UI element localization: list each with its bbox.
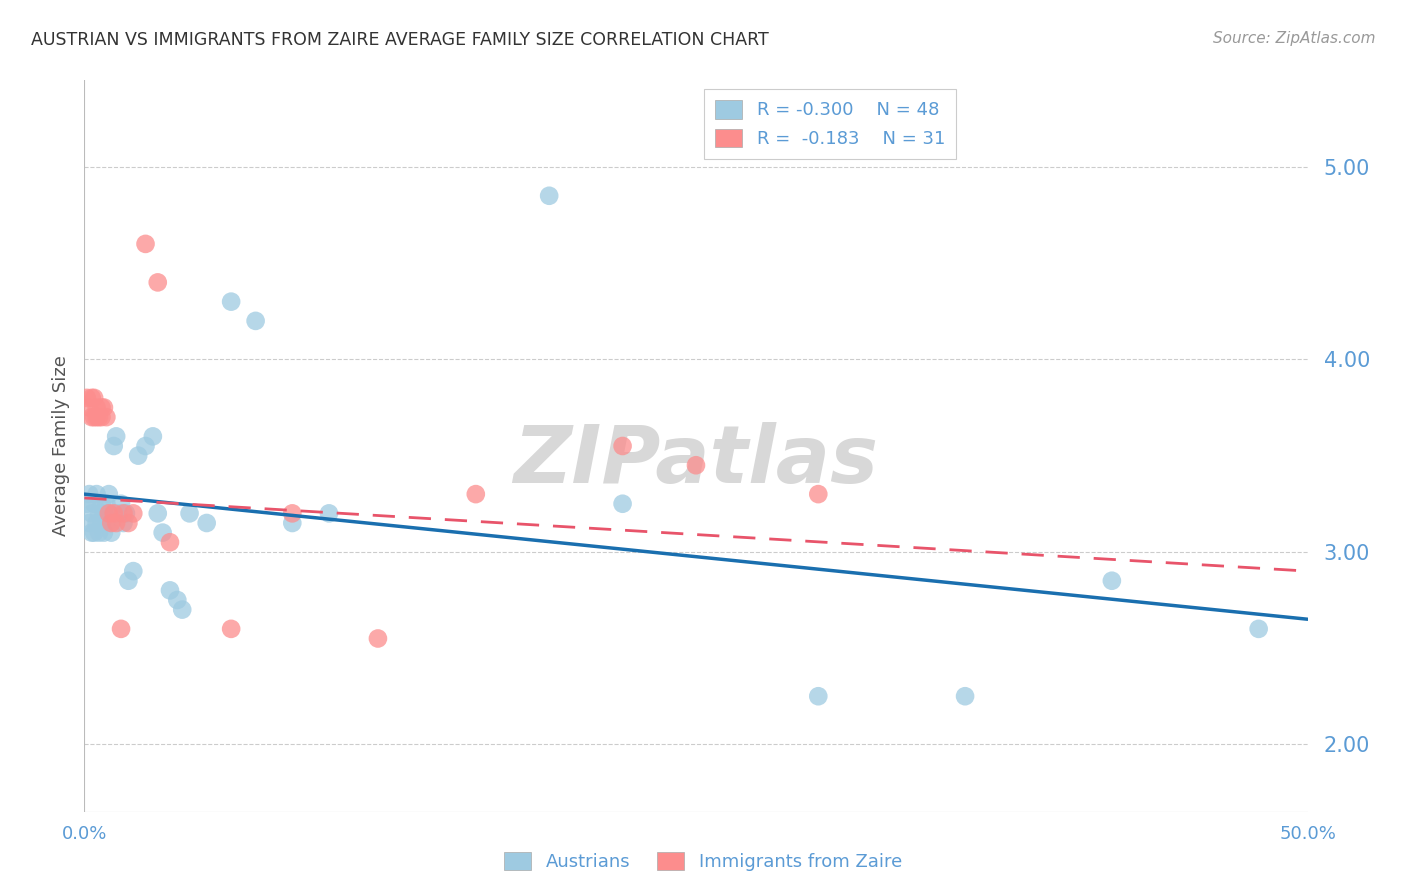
Point [179,507,201,521]
Point [159,535,181,549]
Point [80,525,103,540]
Text: ZIPatlas: ZIPatlas [513,422,879,500]
Point [318,507,340,521]
Point [281,507,304,521]
Point [117,574,139,588]
Point [122,564,145,578]
Point [807,487,830,501]
Point [110,497,132,511]
Point [135,439,157,453]
Point [87,507,110,521]
Point [77,487,100,501]
Text: Source: ZipAtlas.com: Source: ZipAtlas.com [1212,31,1375,46]
Point [105,516,128,530]
Point [80,507,103,521]
Point [146,507,169,521]
Point [93,401,115,415]
Point [80,391,103,405]
Point [76,391,98,405]
Point [245,314,267,328]
Point [103,439,125,453]
Point [612,497,634,511]
Point [112,507,135,521]
Point [172,602,194,616]
Point [83,497,105,511]
Point [100,525,122,540]
Point [83,525,105,540]
Point [807,690,830,704]
Point [87,410,110,425]
Point [93,525,115,540]
Point [77,516,100,530]
Point [112,516,135,530]
Point [685,458,707,473]
Point [146,276,169,290]
Point [90,410,112,425]
Point [100,516,122,530]
Point [117,516,139,530]
Text: AUSTRIAN VS IMMIGRANTS FROM ZAIRE AVERAGE FAMILY SIZE CORRELATION CHART: AUSTRIAN VS IMMIGRANTS FROM ZAIRE AVERAG… [31,31,769,49]
Point [105,429,128,443]
Point [97,507,120,521]
Point [96,516,118,530]
Point [90,516,112,530]
Point [103,507,125,521]
Point [1101,574,1123,588]
Point [281,516,304,530]
Point [135,236,157,251]
Point [107,507,129,521]
Point [86,410,108,425]
Point [142,429,165,443]
Point [195,516,218,530]
Legend: Austrians, Immigrants from Zaire: Austrians, Immigrants from Zaire [496,845,910,879]
Point [90,497,112,511]
Point [110,622,132,636]
Point [367,632,389,646]
Legend: R = -0.300    N = 48, R =  -0.183    N = 31: R = -0.300 N = 48, R = -0.183 N = 31 [704,89,956,159]
Point [219,294,242,309]
Y-axis label: Average Family Size: Average Family Size [52,356,70,536]
Point [1247,622,1270,636]
Point [122,507,145,521]
Point [219,622,242,636]
Point [86,487,108,501]
Point [96,410,118,425]
Point [86,516,108,530]
Point [97,487,120,501]
Point [152,525,174,540]
Point [127,449,149,463]
Point [93,507,115,521]
Point [953,690,976,704]
Point [612,439,634,453]
Point [538,188,561,202]
Point [77,401,100,415]
Point [159,583,181,598]
Point [80,410,103,425]
Point [97,507,120,521]
Point [166,593,188,607]
Point [83,391,105,405]
Point [115,507,138,521]
Point [90,401,112,415]
Point [87,525,110,540]
Point [96,497,118,511]
Point [76,497,98,511]
Point [83,410,105,425]
Point [464,487,486,501]
Point [86,401,108,415]
